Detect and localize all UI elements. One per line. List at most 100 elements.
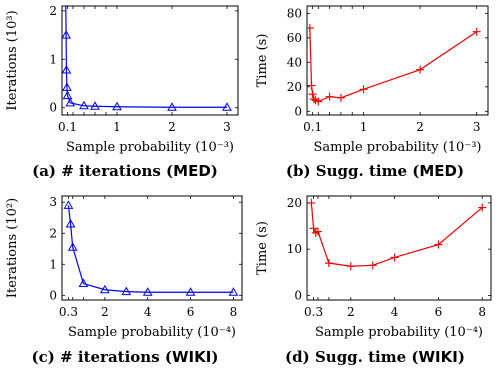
data-point [346,262,355,271]
data-point [62,64,72,74]
data-point [63,200,74,209]
chart-b-caption-prefix: (b) Sugg. time [285,162,408,180]
chart-b-caption-dataset: MED [419,162,457,180]
data-point [336,93,345,102]
data-point [65,97,76,107]
chart-panel-a: 0 1 2 0.1 1 2 3 Sample probability (10⁻³) Iterat… [0,0,250,186]
y-axis-label: Iterations (10²) [5,198,20,298]
data-point [62,90,73,100]
data-point [167,102,177,111]
data-point [99,284,110,294]
chart-a-caption-prefix: (a) # iterations [32,162,161,180]
x-tick-label: 2 [416,120,424,134]
x-axis-label: Sample probability (10⁻⁴) [68,325,236,340]
data-point [311,228,320,237]
chart-c-caption-dataset: WIKI [172,348,212,366]
x-tick-label: 6 [187,305,195,319]
x-tick-label: 0.3 [59,305,78,319]
data-point [307,24,314,33]
data-point [324,259,333,268]
chart-a-svg: 0 1 2 0.1 1 2 3 Sample probability (10⁻³) Iterat… [5,4,239,155]
chart-d-caption-prefix: (d) Sugg. time [285,348,407,366]
x-tick-label: 8 [478,305,486,319]
y-axis-label: Time (s) [255,221,270,275]
data-layer [307,24,481,106]
series-line [310,202,483,267]
chart-c-caption-prefix: (c) # iterations [31,348,160,366]
data-point [112,101,122,111]
chart-c-svg: 0 1 2 3 0.3 2 4 6 8 Sample probability (10⁻⁴) Iter… [5,195,243,340]
y-axis-label: Time (s) [255,34,270,88]
data-point [313,227,322,236]
x-tick-label: 0.1 [303,120,322,134]
data-point [62,82,72,91]
chart-panel-c: 0 1 2 3 0.3 2 4 6 8 Sample probability (10⁻⁴) Iter… [0,186,250,372]
x-tick-label: 3 [473,120,481,134]
y-tick-label: 80 [287,6,302,20]
series-line [67,205,234,293]
data-point [390,253,399,262]
y-tick-label: 40 [287,55,302,69]
x-tick-label: 4 [391,305,399,319]
data-point [434,240,443,249]
data-point [307,198,316,207]
data-layer [63,200,239,296]
plot-frame [306,195,492,301]
series-line [65,6,227,108]
y-tick-label: 0 [294,288,302,302]
chart-b-svg: 0 20 40 60 80 0.1 1 2 3 Sample probability (10⁻³)… [255,5,489,155]
x-tick-label: 0.1 [58,120,77,134]
x-tick-label: 6 [435,305,443,319]
data-point [62,30,71,39]
data-point [307,81,316,90]
data-point [359,85,368,94]
plot-frame [61,195,243,301]
x-tick-label: 1 [360,120,368,134]
data-point [79,100,89,110]
chart-a-caption: (a) # iterations (MED) [32,162,218,180]
chart-panel-b: 0 20 40 60 80 0.1 1 2 3 Sample probability (10⁻³)… [250,0,500,186]
data-point [222,102,232,111]
chart-b-caption: (b) Sugg. time (MED) [285,162,465,180]
x-tick-label: 2 [168,120,176,134]
data-point [228,287,239,296]
y-tick-label: 0 [49,101,57,115]
data-point [90,101,100,110]
data-point [185,287,196,296]
plot-frame [306,5,489,116]
chart-d-caption-dataset: WIKI [418,348,458,366]
data-point [368,261,377,270]
x-tick-label: 8 [230,305,238,319]
y-tick-label: 0 [49,288,57,302]
y-tick-label: 10 [287,242,302,256]
chart-d-svg: 0 10 20 0.3 2 4 6 8 Sample probability (10⁻⁴) Tim… [255,195,492,340]
x-axis-label: Sample probability (10⁻³) [66,140,234,155]
x-tick-label: 1 [113,120,121,134]
x-tick-label: 3 [223,120,231,134]
chart-panel-d: 0 10 20 0.3 2 4 6 8 Sample probability (10⁻⁴) Tim… [250,186,500,372]
x-axis-label: Sample probability (10⁻³) [314,140,482,155]
chart-c-caption: (c) # iterations (WIKI) [31,348,219,366]
data-point [314,97,323,106]
chart-d-caption: (d) Sugg. time (WIKI) [285,348,465,366]
x-tick-label: 2 [101,305,109,319]
y-axis-label: Iterations (10³) [5,10,20,110]
y-tick-label: 3 [49,195,57,209]
x-tick-label: 4 [144,305,152,319]
y-tick-label: 2 [49,226,57,240]
data-point [416,65,425,74]
data-layer [62,6,232,111]
chart-a-caption-dataset: MED [173,162,211,180]
data-point [309,95,318,104]
y-tick-label: 2 [49,4,57,18]
data-layer [307,198,487,271]
data-point [78,278,89,288]
data-point [478,203,487,212]
y-tick-label: 1 [49,52,57,66]
x-tick-label: 0.3 [304,305,323,319]
plot-frame [61,5,239,116]
data-point [325,92,334,101]
y-tick-label: 1 [49,257,57,271]
x-axis-label: Sample probability (10⁻⁴) [315,325,483,340]
data-point [309,224,318,233]
